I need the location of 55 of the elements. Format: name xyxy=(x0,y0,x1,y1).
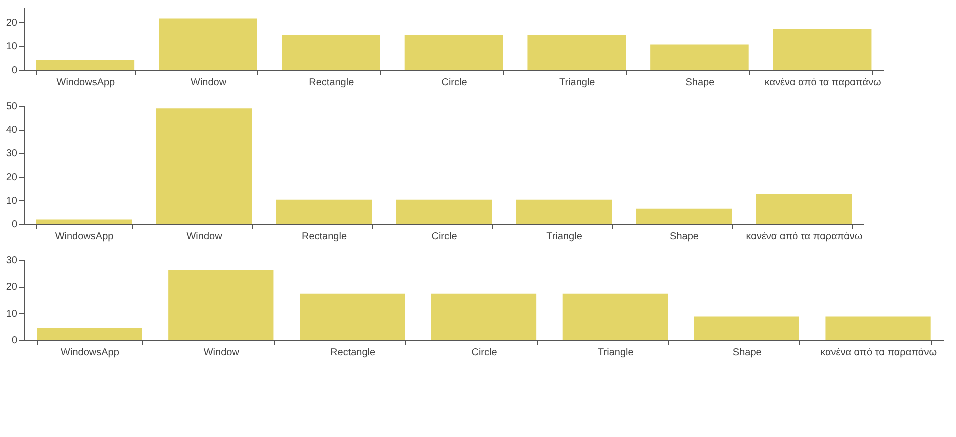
y-tick-label: 10 xyxy=(6,42,18,53)
x-tick-label: Window xyxy=(190,78,228,88)
bar xyxy=(636,208,732,224)
x-tick-label: Shape xyxy=(686,78,716,88)
x-tick-label: Shape xyxy=(670,232,700,242)
y-tick-label: 20 xyxy=(6,282,18,294)
y-tick-label: 0 xyxy=(12,66,18,76)
x-tick-label: Window xyxy=(186,232,224,242)
x-tick-label: Triangle xyxy=(546,232,583,242)
x-tick-label: Rectangle xyxy=(330,348,376,358)
bar xyxy=(562,294,668,340)
bar xyxy=(300,294,406,340)
x-tick-label: WindowsApp xyxy=(55,232,114,242)
bar xyxy=(36,220,132,224)
x-tick-label: Triangle xyxy=(559,78,596,88)
x-tick-label: κανένα από τα παραπάνω xyxy=(746,232,863,242)
y-tick-label: 30 xyxy=(6,256,18,266)
bar xyxy=(773,29,872,70)
bar xyxy=(516,200,612,224)
y-tick-label: 20 xyxy=(6,172,18,184)
x-tick-label: Circle xyxy=(442,78,468,88)
bar xyxy=(694,316,800,340)
bar xyxy=(159,18,258,70)
bar xyxy=(826,316,931,340)
bar xyxy=(168,270,274,340)
bar xyxy=(756,194,852,224)
x-tick-label: Circle xyxy=(472,348,498,358)
x-tick-label: Circle xyxy=(432,232,458,242)
y-tick-label: 40 xyxy=(6,125,18,136)
bar xyxy=(156,108,252,224)
x-tick-label: WindowsApp xyxy=(61,348,120,358)
x-tick-label: κανένα από τα παραπάνω xyxy=(764,78,882,88)
x-tick-label: WindowsApp xyxy=(56,78,116,88)
x-tick-label: κανένα από τα παραπάνω xyxy=(820,348,938,358)
bar xyxy=(36,60,135,70)
y-tick-label: 20 xyxy=(6,18,18,29)
x-tick-label: Rectangle xyxy=(302,232,348,242)
bar xyxy=(528,34,626,70)
x-tick-label: Shape xyxy=(732,348,762,358)
x-tick-label: Triangle xyxy=(598,348,634,358)
bar xyxy=(404,34,504,70)
y-tick-label: 0 xyxy=(12,336,18,346)
bar xyxy=(431,294,537,340)
y-tick-label: 50 xyxy=(6,102,18,112)
y-tick-label: 30 xyxy=(6,148,18,160)
y-tick-label: 10 xyxy=(6,196,18,207)
bar xyxy=(396,200,492,224)
x-tick-label: Window xyxy=(204,348,240,358)
bar xyxy=(37,328,142,340)
y-tick-label: 10 xyxy=(6,308,18,320)
bar xyxy=(276,200,372,224)
x-tick-label: Rectangle xyxy=(309,78,355,88)
bar xyxy=(650,44,749,70)
y-tick-label: 0 xyxy=(12,220,18,230)
bar xyxy=(282,34,380,70)
